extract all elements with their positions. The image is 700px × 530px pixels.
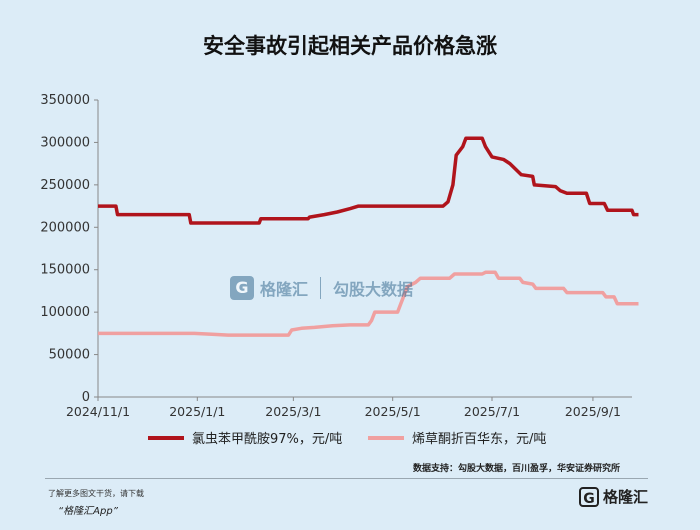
footer-tip: 了解更多图文干货，请下载	[48, 489, 144, 498]
watermark-right: 勾股大数据	[333, 280, 414, 299]
footer-logo[interactable]: G 格隆汇	[578, 486, 648, 507]
y-tick-label: 0	[82, 390, 90, 405]
legend-label-2: 烯草酮折百华东，元/吨	[412, 432, 547, 447]
watermark-left: 格隆汇	[260, 280, 309, 299]
y-tick-label: 300000	[40, 135, 90, 150]
y-tick-label: 200000	[40, 220, 90, 235]
footer-divider	[45, 478, 648, 479]
series-line-2	[98, 270, 639, 337]
data-source-note: 数据支持：勾股大数据，百川盈孚，华安证券研究所	[412, 464, 620, 474]
legend-item-2: 烯草酮折百华东，元/吨	[368, 428, 546, 447]
y-tick-label: 150000	[40, 263, 90, 278]
x-tick-label: 2024/11/1	[66, 404, 130, 419]
footer-app-name: “格隆汇App”	[58, 506, 118, 517]
y-tick-label: 350000	[40, 93, 90, 108]
x-tick-label: 2025/7/1	[464, 404, 520, 419]
footer-logo-text: 格隆汇	[602, 488, 648, 506]
series-line-1	[98, 136, 639, 225]
legend-label-1: 氯虫苯甲酰胺97%，元/吨	[192, 432, 343, 447]
gelonghui-logo-icon: G	[578, 486, 599, 507]
x-tick-label: 2025/3/1	[265, 404, 321, 419]
x-tick-label: 2025/9/1	[565, 404, 621, 419]
legend-swatch-1	[148, 435, 184, 440]
x-tick-label: 2025/5/1	[365, 404, 421, 419]
watermark: G 格隆汇 勾股大数据	[230, 276, 413, 300]
watermark-divider	[320, 277, 322, 299]
y-tick-label: 250000	[40, 178, 90, 193]
chart-title: 安全事故引起相关产品价格急涨	[203, 34, 497, 58]
y-tick-label: 100000	[40, 305, 90, 320]
legend-swatch-2	[368, 435, 404, 440]
x-tick-label: 2025/1/1	[169, 404, 225, 419]
watermark-logo-icon: G	[230, 276, 254, 300]
y-tick-label: 50000	[49, 348, 90, 363]
legend-item-1: 氯虫苯甲酰胺97%，元/吨	[148, 428, 342, 447]
